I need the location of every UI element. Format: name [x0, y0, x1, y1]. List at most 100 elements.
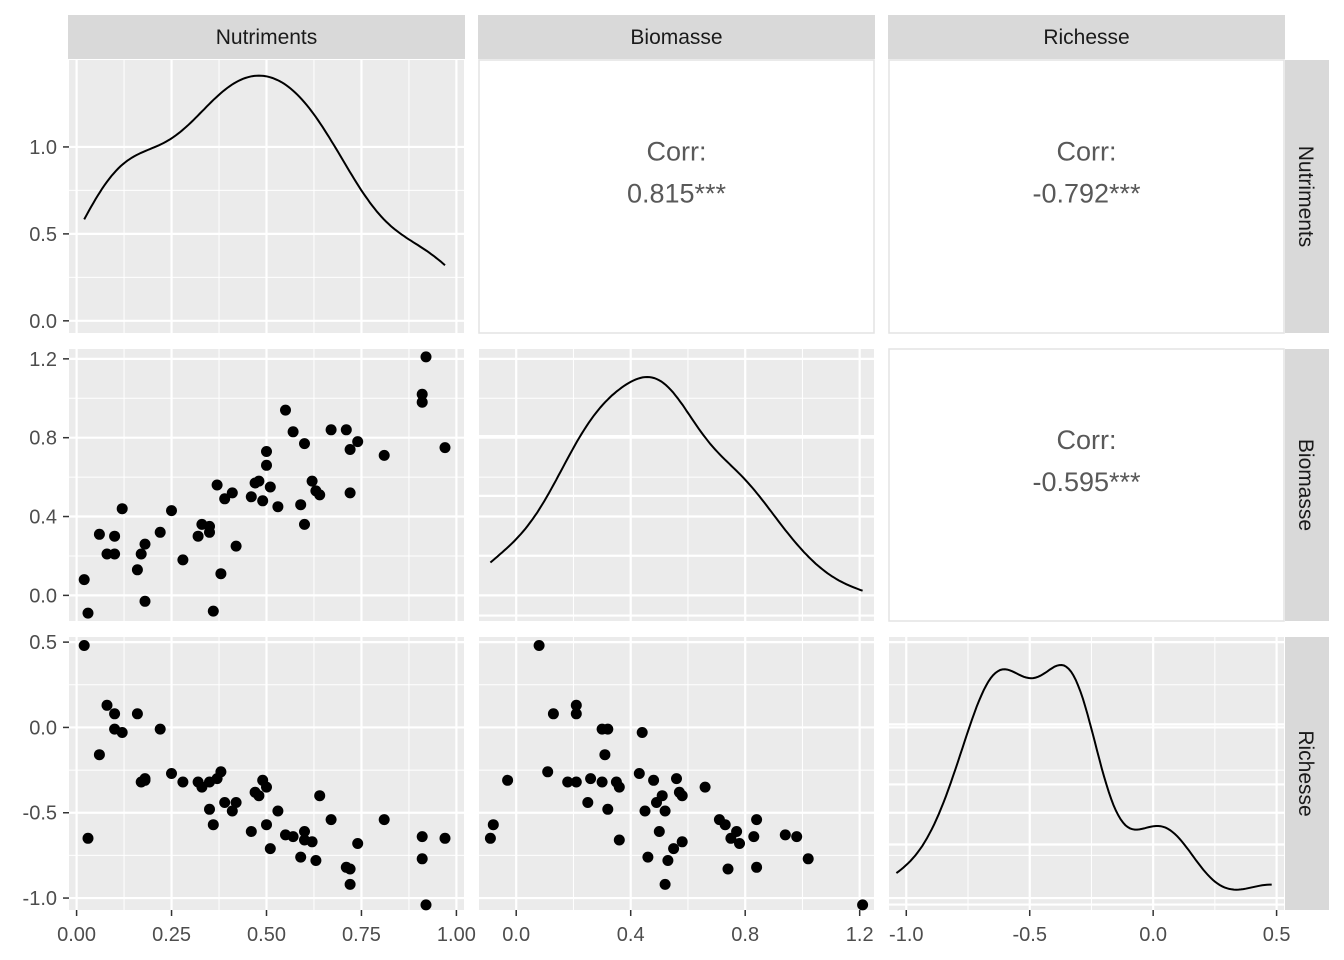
column-strip-nutriments	[68, 15, 465, 59]
data-point	[547, 708, 559, 720]
x-tick-label: 0.8	[731, 924, 759, 946]
data-point	[116, 727, 128, 738]
data-point	[101, 699, 113, 711]
data-point	[257, 495, 269, 507]
data-point	[245, 826, 257, 837]
data-point	[131, 564, 143, 576]
data-point	[295, 851, 307, 863]
data-point	[280, 404, 291, 416]
correlation-panel-bg	[478, 59, 875, 334]
row-strip-label-richesse: Richesse	[1294, 730, 1317, 816]
data-point	[314, 790, 326, 802]
data-point	[166, 505, 177, 517]
y-tick-label: 0.5	[29, 224, 57, 246]
panel-biomasse-biomasse	[479, 349, 874, 621]
data-point	[344, 444, 356, 455]
data-point	[439, 832, 451, 844]
data-point	[219, 797, 231, 808]
data-point	[219, 493, 231, 505]
data-point	[602, 723, 614, 735]
y-tick-label: 0.0	[29, 311, 57, 333]
data-point	[272, 805, 284, 817]
data-point	[154, 723, 166, 735]
data-point	[344, 863, 356, 875]
x-tick-label: 0.00	[57, 924, 96, 946]
column-strip-biomasse	[478, 15, 875, 59]
data-point	[533, 640, 545, 651]
data-point	[439, 442, 451, 454]
data-point	[82, 832, 94, 844]
data-point	[676, 836, 688, 848]
data-point	[211, 479, 223, 491]
data-point	[299, 518, 310, 530]
data-point	[306, 836, 318, 848]
data-point	[642, 851, 654, 863]
data-point	[633, 768, 645, 779]
panel-richesse-biomasse	[479, 637, 874, 911]
y-tick-label: 1.2	[29, 349, 57, 371]
data-point	[207, 819, 219, 831]
data-point	[725, 832, 737, 844]
data-point	[662, 855, 674, 866]
data-point	[802, 853, 814, 865]
column-strip-richesse	[888, 15, 1285, 59]
density-curve-nutriments	[83, 74, 446, 266]
data-point	[310, 855, 322, 866]
data-point	[253, 475, 265, 487]
data-point	[599, 749, 611, 761]
data-point	[264, 843, 276, 855]
data-point	[295, 499, 307, 511]
data-point	[676, 790, 688, 802]
data-point	[261, 446, 272, 457]
data-point	[154, 526, 166, 538]
data-point	[325, 814, 337, 826]
data-point	[204, 803, 215, 815]
data-point	[613, 834, 625, 846]
data-point	[306, 475, 318, 487]
data-point	[177, 776, 189, 788]
data-point	[582, 797, 594, 808]
data-point	[659, 878, 671, 890]
data-point	[585, 773, 597, 785]
data-point	[542, 766, 554, 778]
data-point	[420, 351, 432, 363]
data-point	[139, 774, 151, 786]
data-point	[207, 605, 219, 617]
density-curve-richesse	[895, 663, 1272, 891]
row-strip-biomasse	[1285, 349, 1329, 621]
data-point	[352, 838, 364, 849]
data-point	[751, 814, 763, 826]
data-point	[751, 861, 763, 873]
x-tick-label: 1.00	[437, 924, 476, 946]
data-point	[416, 831, 428, 843]
data-point	[602, 803, 614, 815]
y-tick-label: 0.5	[29, 632, 57, 654]
data-point	[779, 829, 791, 841]
data-point	[299, 438, 310, 450]
panel-nutriments-nutriments	[69, 60, 464, 333]
data-point	[139, 595, 151, 607]
data-point	[82, 607, 94, 619]
data-point	[562, 776, 574, 788]
data-point	[264, 481, 276, 493]
data-point	[230, 540, 242, 552]
panel-richesse-richesse	[889, 637, 1284, 910]
data-point	[791, 831, 803, 843]
x-tick-label: 0.5	[1263, 924, 1291, 946]
data-point	[215, 766, 227, 778]
data-point	[656, 790, 668, 802]
data-point	[378, 814, 390, 826]
x-tick-label: 0.4	[617, 924, 645, 946]
data-point	[101, 548, 113, 560]
data-point	[226, 805, 238, 817]
data-point	[261, 781, 272, 793]
data-point	[226, 487, 238, 499]
data-point	[699, 781, 711, 793]
data-point	[570, 708, 582, 720]
y-tick-label: 0.4	[29, 507, 57, 529]
data-point	[204, 520, 215, 532]
data-point	[109, 548, 121, 560]
x-tick-label: 0.75	[342, 924, 381, 946]
data-point	[230, 797, 242, 808]
